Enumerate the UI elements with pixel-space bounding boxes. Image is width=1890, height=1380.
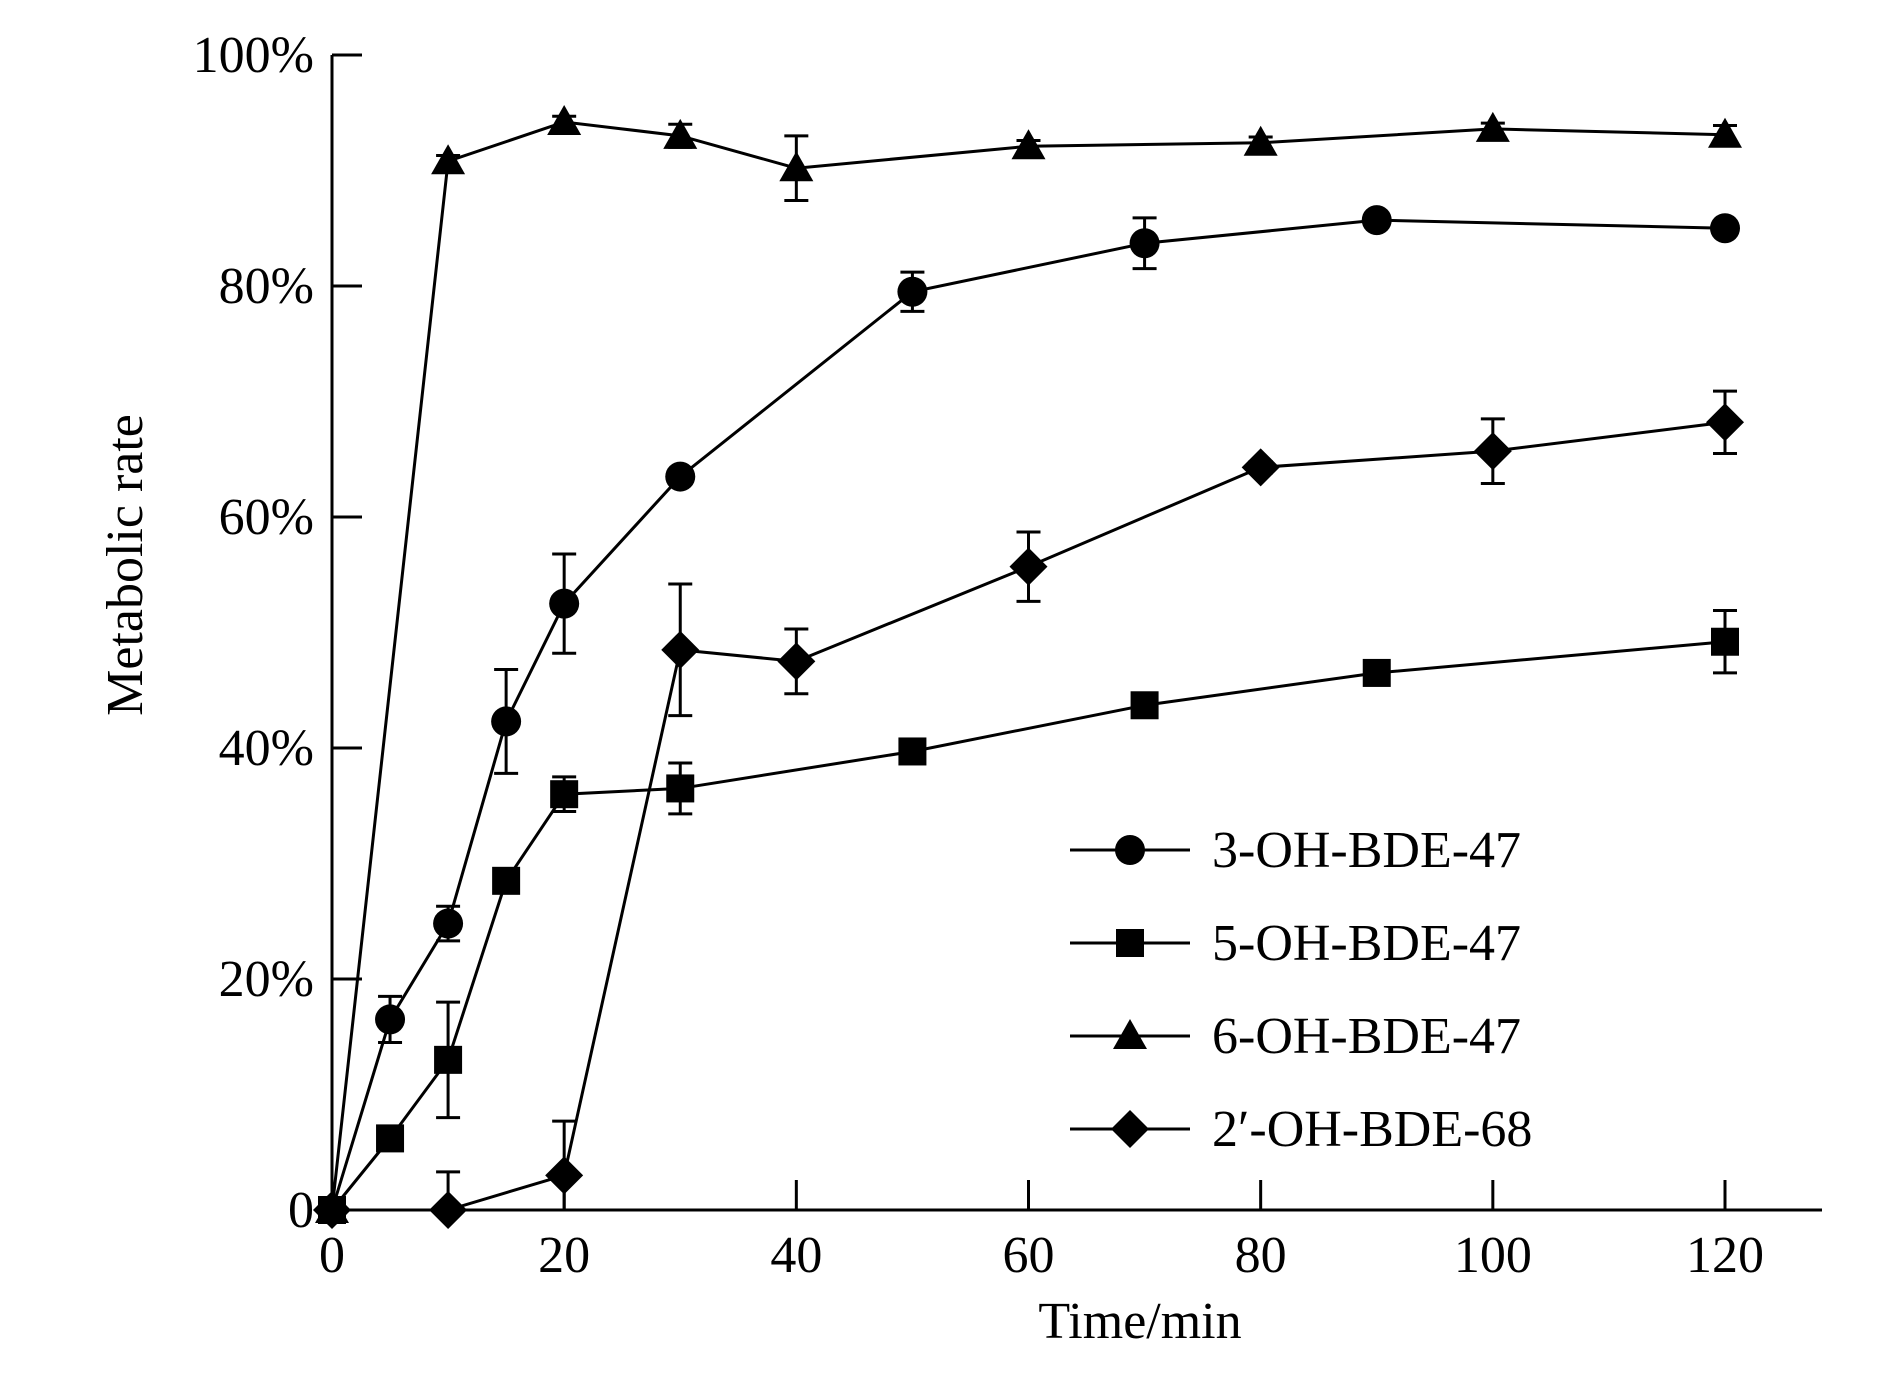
legend-marker — [1111, 1110, 1149, 1148]
legend-marker — [1116, 929, 1144, 957]
data-point — [429, 1191, 468, 1229]
legend-entry: 2′-OH-BDE-68 — [1070, 1101, 1532, 1158]
data-point — [1009, 547, 1048, 586]
data-point — [492, 866, 521, 895]
data-point — [433, 908, 464, 939]
x-axis-label: Time/min — [1038, 1293, 1241, 1350]
data-point — [375, 1004, 406, 1035]
data-point — [665, 461, 696, 492]
legend-label: 6-OH-BDE-47 — [1212, 1008, 1521, 1065]
legend-label: 3-OH-BDE-47 — [1212, 822, 1521, 879]
legend-entry: 3-OH-BDE-47 — [1070, 822, 1521, 879]
data-point — [431, 144, 466, 175]
data-point — [1711, 627, 1739, 656]
data-point — [777, 642, 816, 681]
series-1 — [317, 205, 1740, 1225]
x-tick-label: 80 — [1235, 1227, 1287, 1284]
data-point — [1473, 432, 1512, 471]
data-point — [1706, 403, 1744, 442]
series-layer — [313, 104, 1744, 1229]
x-tick-label: 40 — [770, 1227, 822, 1284]
legend-marker — [1115, 835, 1145, 865]
data-point — [898, 737, 927, 766]
x-tick-label: 20 — [538, 1227, 590, 1284]
data-point — [549, 588, 580, 619]
data-point — [1130, 691, 1159, 720]
y-tick-label: 60% — [219, 489, 314, 546]
y-tick-label: 100% — [193, 27, 314, 84]
data-point — [1362, 658, 1391, 687]
x-tick-label: 60 — [1003, 1227, 1055, 1284]
data-point — [313, 1191, 351, 1229]
legend-entry: 5-OH-BDE-47 — [1070, 915, 1521, 972]
data-point — [1361, 205, 1392, 236]
data-point — [434, 1045, 463, 1074]
data-point — [1241, 448, 1280, 487]
data-point — [550, 780, 579, 809]
data-point — [1011, 129, 1046, 160]
series-line — [330, 218, 1726, 1211]
data-point — [1475, 111, 1510, 142]
legend: 3-OH-BDE-47 5-OH-BDE-47 6-OH-BDE-47 2′-OH-B… — [1070, 822, 1532, 1158]
data-point — [661, 630, 700, 669]
legend-label: 2′-OH-BDE-68 — [1212, 1101, 1532, 1158]
y-tick-label: 0 — [288, 1182, 314, 1239]
data-point — [897, 276, 928, 307]
x-tick-label: 120 — [1686, 1227, 1764, 1284]
data-point — [545, 1156, 584, 1195]
series-3 — [315, 104, 1742, 1223]
data-point — [666, 774, 695, 803]
axes: 0 20% 40% 60% 80% 100% 0 20 40 60 80 100 120 — [193, 27, 1822, 1284]
y-axis-label: Metabolic rate — [97, 414, 154, 716]
series-line — [330, 640, 1726, 1211]
y-tick-label: 80% — [219, 258, 314, 315]
legend-marker — [1113, 1019, 1147, 1049]
y-tick-label: 40% — [219, 720, 314, 777]
data-point — [1708, 117, 1742, 148]
y-tick-label: 20% — [219, 951, 314, 1008]
legend-label: 5-OH-BDE-47 — [1212, 915, 1521, 972]
data-point — [663, 118, 698, 149]
legend-entry: 6-OH-BDE-47 — [1070, 1008, 1521, 1065]
data-point — [376, 1124, 405, 1153]
data-point — [1129, 228, 1160, 259]
data-point — [491, 706, 522, 737]
x-tick-label: 100 — [1454, 1227, 1532, 1284]
data-point — [779, 151, 814, 182]
x-tick-label: 0 — [319, 1227, 345, 1284]
series-2 — [318, 609, 1739, 1224]
data-point — [1243, 125, 1278, 156]
series-4 — [313, 389, 1744, 1229]
data-point — [1710, 213, 1740, 244]
data-point — [547, 104, 582, 135]
